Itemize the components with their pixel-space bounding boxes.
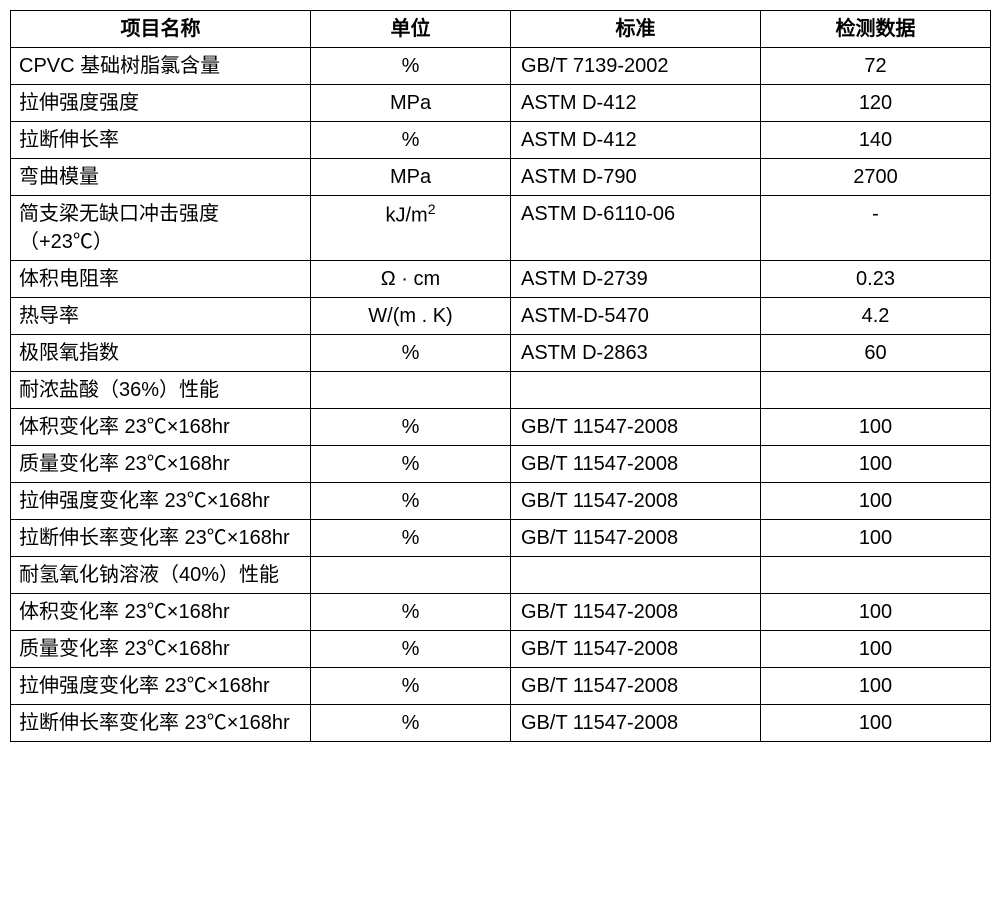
table-header: 项目名称 单位 标准 检测数据 <box>11 11 991 48</box>
table-cell: 140 <box>761 122 991 159</box>
table-row: 拉伸强度强度MPaASTM D-412120 <box>11 85 991 122</box>
table-cell: ASTM D-2739 <box>511 261 761 298</box>
table-cell: 拉伸强度变化率 23℃×168hr <box>11 483 311 520</box>
table-cell <box>311 557 511 594</box>
table-cell: GB/T 11547-2008 <box>511 705 761 742</box>
col-header-1: 单位 <box>311 11 511 48</box>
col-header-0: 项目名称 <box>11 11 311 48</box>
table-cell: 体积变化率 23℃×168hr <box>11 409 311 446</box>
col-header-2: 标准 <box>511 11 761 48</box>
table-cell: ASTM D-412 <box>511 122 761 159</box>
table-row: 拉断伸长率变化率 23℃×168hr%GB/T 11547-2008100 <box>11 520 991 557</box>
table-cell: 拉断伸长率 <box>11 122 311 159</box>
table-cell: GB/T 11547-2008 <box>511 668 761 705</box>
table-cell: 耐氢氧化钠溶液（40%）性能 <box>11 557 311 594</box>
table-cell: 100 <box>761 631 991 668</box>
table-cell <box>511 372 761 409</box>
table-row: 质量变化率 23℃×168hr%GB/T 11547-2008100 <box>11 631 991 668</box>
table-cell: CPVC 基础树脂氯含量 <box>11 48 311 85</box>
table-cell: 100 <box>761 594 991 631</box>
table-cell: 耐浓盐酸（36%）性能 <box>11 372 311 409</box>
table-cell: 拉断伸长率变化率 23℃×168hr <box>11 520 311 557</box>
table-row: 拉伸强度变化率 23℃×168hr%GB/T 11547-2008100 <box>11 668 991 705</box>
table-cell: 简支梁无缺口冲击强度（+23℃） <box>11 196 311 261</box>
table-cell: % <box>311 631 511 668</box>
table-cell: ASTM D-412 <box>511 85 761 122</box>
table-cell <box>761 372 991 409</box>
table-cell: % <box>311 483 511 520</box>
table-cell: % <box>311 668 511 705</box>
table-row: 热导率W/(m . K)ASTM-D-54704.2 <box>11 298 991 335</box>
table-cell: ASTM D-6110-06 <box>511 196 761 261</box>
table-cell: 100 <box>761 705 991 742</box>
table-cell: GB/T 11547-2008 <box>511 446 761 483</box>
table-row: 拉断伸长率变化率 23℃×168hr%GB/T 11547-2008100 <box>11 705 991 742</box>
table-row: 体积变化率 23℃×168hr%GB/T 11547-2008100 <box>11 594 991 631</box>
table-cell: % <box>311 520 511 557</box>
table-cell: 100 <box>761 520 991 557</box>
table-cell: 100 <box>761 446 991 483</box>
table-cell: 质量变化率 23℃×168hr <box>11 631 311 668</box>
data-table: 项目名称 单位 标准 检测数据 CPVC 基础树脂氯含量%GB/T 7139-2… <box>10 10 991 742</box>
table-cell <box>761 557 991 594</box>
table-cell: 拉伸强度变化率 23℃×168hr <box>11 668 311 705</box>
table-cell: GB/T 11547-2008 <box>511 631 761 668</box>
table-row: 体积电阻率Ω · cmASTM D-27390.23 <box>11 261 991 298</box>
table-cell: - <box>761 196 991 261</box>
table-row: 体积变化率 23℃×168hr%GB/T 11547-2008100 <box>11 409 991 446</box>
table-cell: GB/T 7139-2002 <box>511 48 761 85</box>
table-cell: 72 <box>761 48 991 85</box>
table-cell: 拉断伸长率变化率 23℃×168hr <box>11 705 311 742</box>
table-cell: % <box>311 335 511 372</box>
table-row: 简支梁无缺口冲击强度（+23℃）kJ/m2ASTM D-6110-06- <box>11 196 991 261</box>
table-row: 极限氧指数%ASTM D-286360 <box>11 335 991 372</box>
table-cell: 热导率 <box>11 298 311 335</box>
table-row: 耐浓盐酸（36%）性能 <box>11 372 991 409</box>
table-cell: % <box>311 48 511 85</box>
table-cell: 体积电阻率 <box>11 261 311 298</box>
table-cell: GB/T 11547-2008 <box>511 409 761 446</box>
table-cell: 2700 <box>761 159 991 196</box>
table-cell: W/(m . K) <box>311 298 511 335</box>
table-cell: Ω · cm <box>311 261 511 298</box>
table-row: 拉断伸长率%ASTM D-412140 <box>11 122 991 159</box>
table-cell: 4.2 <box>761 298 991 335</box>
table-row: CPVC 基础树脂氯含量%GB/T 7139-200272 <box>11 48 991 85</box>
table-cell: GB/T 11547-2008 <box>511 520 761 557</box>
table-cell: 拉伸强度强度 <box>11 85 311 122</box>
table-cell: MPa <box>311 159 511 196</box>
table-row: 质量变化率 23℃×168hr%GB/T 11547-2008100 <box>11 446 991 483</box>
table-row: 弯曲模量MPaASTM D-7902700 <box>11 159 991 196</box>
table-cell: 120 <box>761 85 991 122</box>
table-cell: % <box>311 594 511 631</box>
table-cell: 100 <box>761 668 991 705</box>
table-cell: 质量变化率 23℃×168hr <box>11 446 311 483</box>
table-cell: 100 <box>761 483 991 520</box>
table-cell: 0.23 <box>761 261 991 298</box>
table-cell: 60 <box>761 335 991 372</box>
table-cell: 100 <box>761 409 991 446</box>
table-cell: % <box>311 409 511 446</box>
table-cell <box>511 557 761 594</box>
table-cell: % <box>311 705 511 742</box>
table-cell: 弯曲模量 <box>11 159 311 196</box>
table-cell: GB/T 11547-2008 <box>511 483 761 520</box>
table-cell <box>311 372 511 409</box>
table-cell: MPa <box>311 85 511 122</box>
table-cell: % <box>311 122 511 159</box>
table-cell: 体积变化率 23℃×168hr <box>11 594 311 631</box>
table-cell: ASTM D-790 <box>511 159 761 196</box>
table-cell: 极限氧指数 <box>11 335 311 372</box>
col-header-3: 检测数据 <box>761 11 991 48</box>
table-cell: ASTM D-2863 <box>511 335 761 372</box>
table-cell: ASTM-D-5470 <box>511 298 761 335</box>
table-body: CPVC 基础树脂氯含量%GB/T 7139-200272拉伸强度强度MPaAS… <box>11 48 991 742</box>
table-row: 耐氢氧化钠溶液（40%）性能 <box>11 557 991 594</box>
header-row: 项目名称 单位 标准 检测数据 <box>11 11 991 48</box>
table-cell: % <box>311 446 511 483</box>
table-cell: kJ/m2 <box>311 196 511 261</box>
table-row: 拉伸强度变化率 23℃×168hr%GB/T 11547-2008100 <box>11 483 991 520</box>
table-cell: GB/T 11547-2008 <box>511 594 761 631</box>
